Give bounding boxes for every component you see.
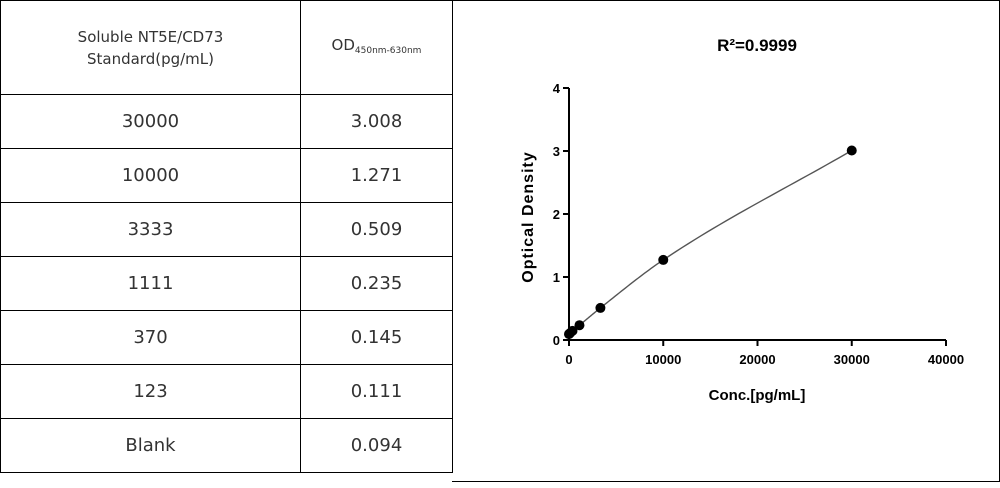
- header-concentration: Soluble NT5E/CD73 Standard(pg/mL): [0, 0, 301, 95]
- od-cell: 0.235: [300, 256, 453, 311]
- table-row: 3333 0.509: [0, 202, 453, 257]
- y-tick-label: 1: [553, 270, 560, 285]
- y-tick-label: 3: [553, 144, 560, 159]
- conc-cell: 1111: [0, 256, 301, 311]
- od-cell: 0.145: [300, 310, 453, 365]
- table-header-row: Soluble NT5E/CD73 Standard(pg/mL) OD450n…: [0, 0, 453, 95]
- conc-cell: Blank: [0, 418, 301, 473]
- data-point: [846, 145, 857, 156]
- conc-cell: 370: [0, 310, 301, 365]
- od-cell: 0.094: [300, 418, 453, 473]
- table-row: 123 0.111: [0, 364, 453, 419]
- data-point: [595, 302, 606, 313]
- y-tick-label: 4: [553, 81, 561, 96]
- data-point: [658, 254, 669, 265]
- chart-title: R²=0.9999: [717, 36, 797, 55]
- header-od: OD450nm-630nm: [300, 0, 453, 95]
- header-od-wavelength: 450nm-630nm: [354, 45, 422, 56]
- conc-cell: 30000: [0, 94, 301, 149]
- conc-cell: 123: [0, 364, 301, 419]
- data-point: [574, 320, 585, 331]
- y-tick-label: 0: [553, 333, 560, 348]
- table-row: 30000 3.008: [0, 94, 453, 149]
- od-cell: 0.509: [300, 202, 453, 257]
- table-row: Blank 0.094: [0, 418, 453, 473]
- od-cell: 3.008: [300, 94, 453, 149]
- y-axis-label: Optical Density: [520, 151, 537, 282]
- x-tick-label: 30000: [834, 352, 870, 367]
- conc-cell: 3333: [0, 202, 301, 257]
- x-axis-label: Conc.[pg/mL]: [709, 387, 806, 404]
- x-tick-label: 20000: [739, 352, 775, 367]
- od-cell: 1.271: [300, 148, 453, 203]
- conc-cell: 10000: [0, 148, 301, 203]
- chart-cell: R²=0.9999 Conc.[pg/mL] Optical Density 0…: [452, 0, 1000, 482]
- standard-curve-chart: R²=0.9999 Conc.[pg/mL] Optical Density 0…: [520, 36, 964, 404]
- x-tick-label: 40000: [928, 352, 964, 367]
- fit-curve: [568, 149, 853, 335]
- table-row: 370 0.145: [0, 310, 453, 365]
- data-point: [567, 325, 578, 336]
- od-cell: 0.111: [300, 364, 453, 419]
- table-row: 10000 1.271: [0, 148, 453, 203]
- x-tick-label: 0: [565, 352, 572, 367]
- standard-table: Soluble NT5E/CD73 Standard(pg/mL) OD450n…: [0, 0, 453, 473]
- x-tick-label: 10000: [645, 352, 681, 367]
- table-row: 1111 0.235: [0, 256, 453, 311]
- y-tick-label: 2: [553, 207, 560, 222]
